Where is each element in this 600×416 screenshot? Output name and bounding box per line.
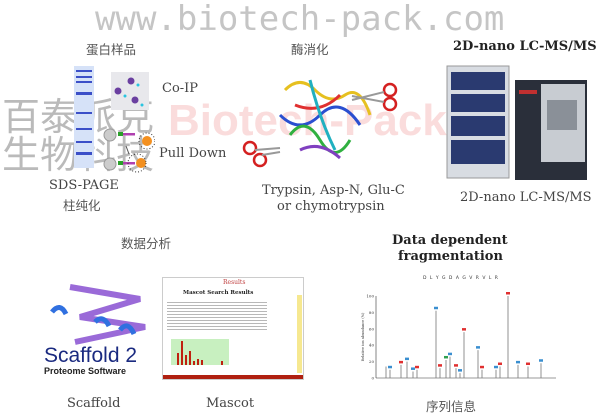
mascot-histogram <box>171 339 229 365</box>
lcms-label: 2D-nano LC-MS/MS <box>460 190 592 205</box>
ion-label-mark <box>498 362 502 366</box>
fragmentation-title-1: Data dependent <box>392 233 508 248</box>
ion-label-mark <box>454 364 458 367</box>
enzymes-line2: or chymotrypsin <box>277 199 385 214</box>
scissors-icon <box>242 140 281 168</box>
ion-label-mark <box>476 346 480 349</box>
ms-spectrum: 0 20 40 60 80 100 Relative ion abundance (%) <box>361 292 556 381</box>
ion-label-mark <box>434 306 438 310</box>
coip-image <box>111 72 149 110</box>
lcms-title: 2D-nano LC-MS/MS <box>453 39 597 54</box>
ion-label-mark <box>438 364 442 367</box>
scaffold-logo: Scaffold 2 Proteome Software <box>44 284 146 376</box>
ion-label-mark <box>411 367 415 370</box>
sequence-info-label: 序列信息 <box>426 399 477 414</box>
y-axis-label: Relative ion abundance (%) <box>361 312 365 361</box>
y-tick-label: 20 <box>369 359 375 364</box>
protein-structure-image <box>242 79 398 168</box>
column-purification-label: 柱纯化 <box>63 198 101 213</box>
ion-label-mark <box>506 292 510 295</box>
scaffold-logo-text: Scaffold 2 <box>44 344 137 367</box>
ion-label-mark <box>516 360 520 364</box>
fragmentation-title-2: fragmentation <box>398 249 503 264</box>
sds-gel-lane-image <box>74 66 94 168</box>
ion-label-mark <box>494 365 498 369</box>
ion-label-mark <box>526 362 530 366</box>
y-tick-label: 60 <box>369 326 375 331</box>
y-tick-label: 40 <box>369 343 375 348</box>
sds-page-label: SDS-PAGE <box>49 178 119 193</box>
pulldown-label: Pull Down <box>159 146 227 161</box>
ion-label-mark <box>480 365 484 369</box>
ion-label-mark <box>462 328 466 331</box>
mascot-header: Results <box>223 279 246 286</box>
ion-label-mark <box>539 359 543 362</box>
ion-label-mark <box>415 365 419 369</box>
ion-label-mark <box>458 369 462 372</box>
coip-label: Co-IP <box>162 81 199 96</box>
pulldown-image <box>103 128 155 173</box>
ion-label-mark <box>399 360 403 364</box>
ion-label-mark <box>405 357 409 361</box>
enzymes-line1: Trypsin, Asp-N, Glu-C <box>262 183 405 198</box>
peptide-sequence: D L Y G D A G V R V L R <box>423 276 499 281</box>
y-tick-label: 100 <box>366 294 374 299</box>
ion-label-mark <box>448 352 452 356</box>
y-tick-label: 0 <box>371 376 374 381</box>
watermark-url: www.biotech-pack.com <box>95 0 505 39</box>
mascot-title: Mascot Search Results <box>183 290 254 296</box>
lcms-instrument-image <box>446 65 587 180</box>
ion-label-mark <box>388 365 392 369</box>
mascot-screenshot: Results Mascot Search Results <box>162 277 304 380</box>
mascot-label: Mascot <box>206 396 255 411</box>
digestion-title: 酶消化 <box>291 42 329 57</box>
scaffold-logo-subtext: Proteome Software <box>44 366 126 376</box>
scaffold-label: Scaffold <box>67 396 121 411</box>
y-tick-label: 80 <box>369 310 375 315</box>
sample-title: 蛋白样品 <box>86 42 137 57</box>
ion-label-mark <box>444 355 448 359</box>
scissors-icon <box>351 82 398 112</box>
analysis-title: 数据分析 <box>121 236 172 251</box>
